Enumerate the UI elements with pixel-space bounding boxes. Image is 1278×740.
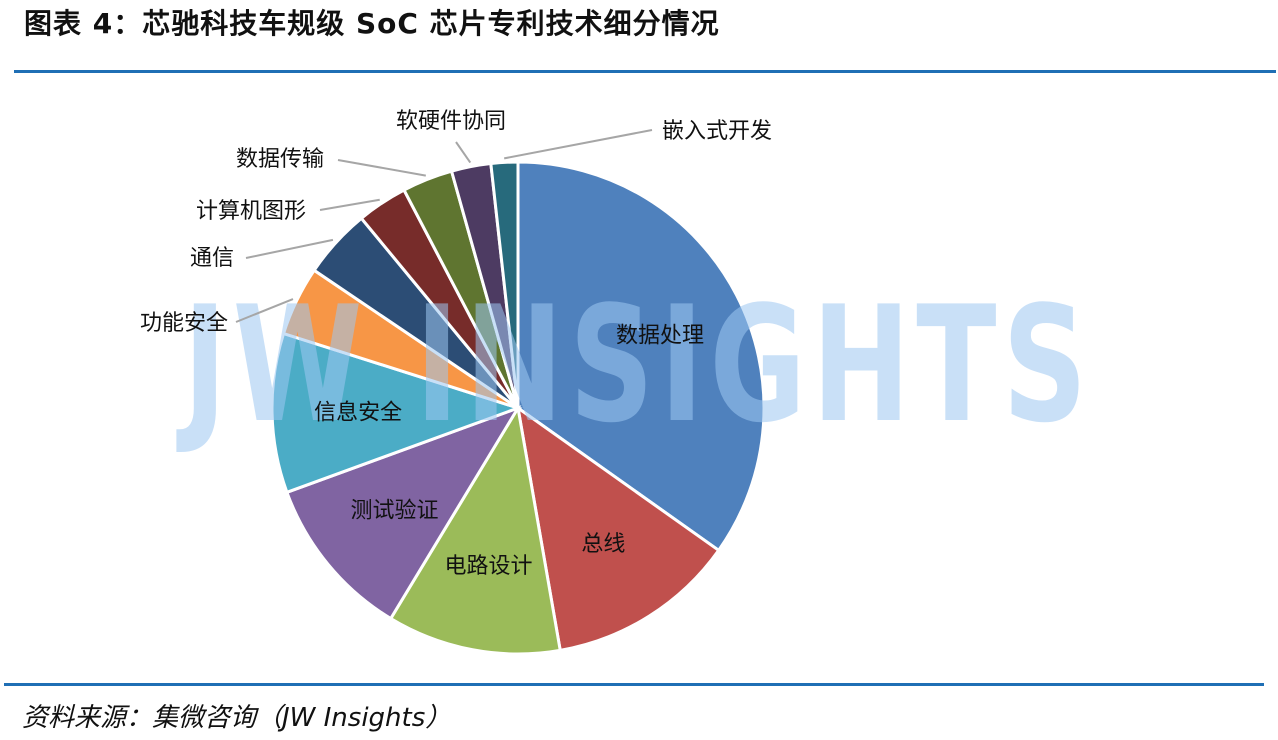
pie-slice-5: [270, 331, 523, 495]
pie-slice-3: [388, 403, 562, 656]
leader-line-6: [235, 298, 294, 323]
top-divider: [14, 70, 1276, 73]
slice-label-4: 测试验证: [351, 499, 439, 524]
bottom-divider: [4, 683, 1264, 686]
pie-slice-4: [284, 405, 522, 621]
leader-line-7: [245, 238, 334, 259]
pie-slices: [270, 160, 766, 656]
leader-line-10: [455, 141, 472, 164]
slice-label-2: 总线: [581, 532, 625, 557]
slice-label-6: 功能安全: [140, 311, 228, 336]
leader-line-11: [503, 129, 653, 160]
slice-label-10: 软硬件协同: [396, 109, 506, 134]
slice-label-11: 嵌入式开发: [662, 119, 772, 144]
figure-title: 图表 4：芯驰科技车规级 SoC 芯片专利技术细分情况: [24, 7, 720, 40]
source-note: 资料来源：集微咨询（JW Insights）: [22, 703, 452, 733]
leader-lines: [235, 129, 653, 323]
pie-slice-11: [489, 160, 520, 409]
slice-label-8: 计算机图形: [196, 199, 306, 224]
pie-slice-2: [515, 404, 721, 653]
slice-label-3: 电路设计: [444, 554, 532, 579]
slice-label-7: 通信: [190, 246, 234, 271]
leader-line-9: [337, 159, 426, 177]
pie-slice-1: [516, 160, 766, 553]
slice-label-1: 数据处理: [616, 324, 704, 349]
leader-line-8: [319, 198, 380, 211]
slice-label-9: 数据传输: [236, 147, 324, 172]
slice-label-5: 信息安全: [314, 400, 402, 425]
watermark: JW INSIGHTS: [176, 271, 1093, 458]
